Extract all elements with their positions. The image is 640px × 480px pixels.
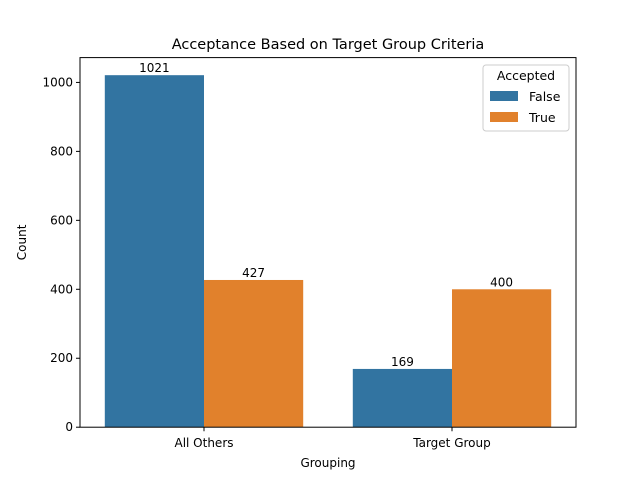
legend-label-false: False [529, 89, 561, 104]
bar-value-label: 400 [490, 275, 513, 289]
chart-title: Acceptance Based on Target Group Criteri… [172, 37, 485, 53]
bar-value-label: 169 [391, 355, 414, 369]
y-tick-label: 0 [65, 420, 73, 434]
bar-false-0 [104, 75, 204, 428]
legend-title: Accepted [497, 68, 555, 83]
bar-value-label: 427 [242, 266, 265, 280]
y-axis: 0 200 400 600 800 1000 [42, 75, 80, 434]
y-tick-label: 200 [50, 351, 73, 365]
y-tick-label: 400 [50, 282, 73, 296]
legend: Accepted False True [482, 64, 570, 132]
x-axis-label: Grouping [300, 456, 355, 470]
bars-group [104, 75, 552, 428]
bar-true-1 [452, 289, 552, 428]
x-axis: All Others Target Group [174, 427, 491, 450]
x-tick-label: Target Group [412, 436, 490, 450]
y-axis-label: Count [15, 224, 29, 260]
y-tick-label: 800 [50, 144, 73, 158]
y-tick-label: 1000 [42, 75, 73, 89]
bar-false-1 [352, 368, 452, 428]
legend-swatch-true [490, 112, 518, 122]
legend-label-true: True [528, 110, 556, 125]
x-tick-label: All Others [174, 436, 233, 450]
bar-true-0 [204, 279, 304, 428]
plot-frame [79, 57, 577, 428]
y-tick-label: 600 [50, 213, 73, 227]
bar-labels-group: 1021 169 427 400 [139, 61, 513, 369]
legend-swatch-false [490, 91, 518, 101]
bar-value-label: 1021 [139, 61, 170, 75]
